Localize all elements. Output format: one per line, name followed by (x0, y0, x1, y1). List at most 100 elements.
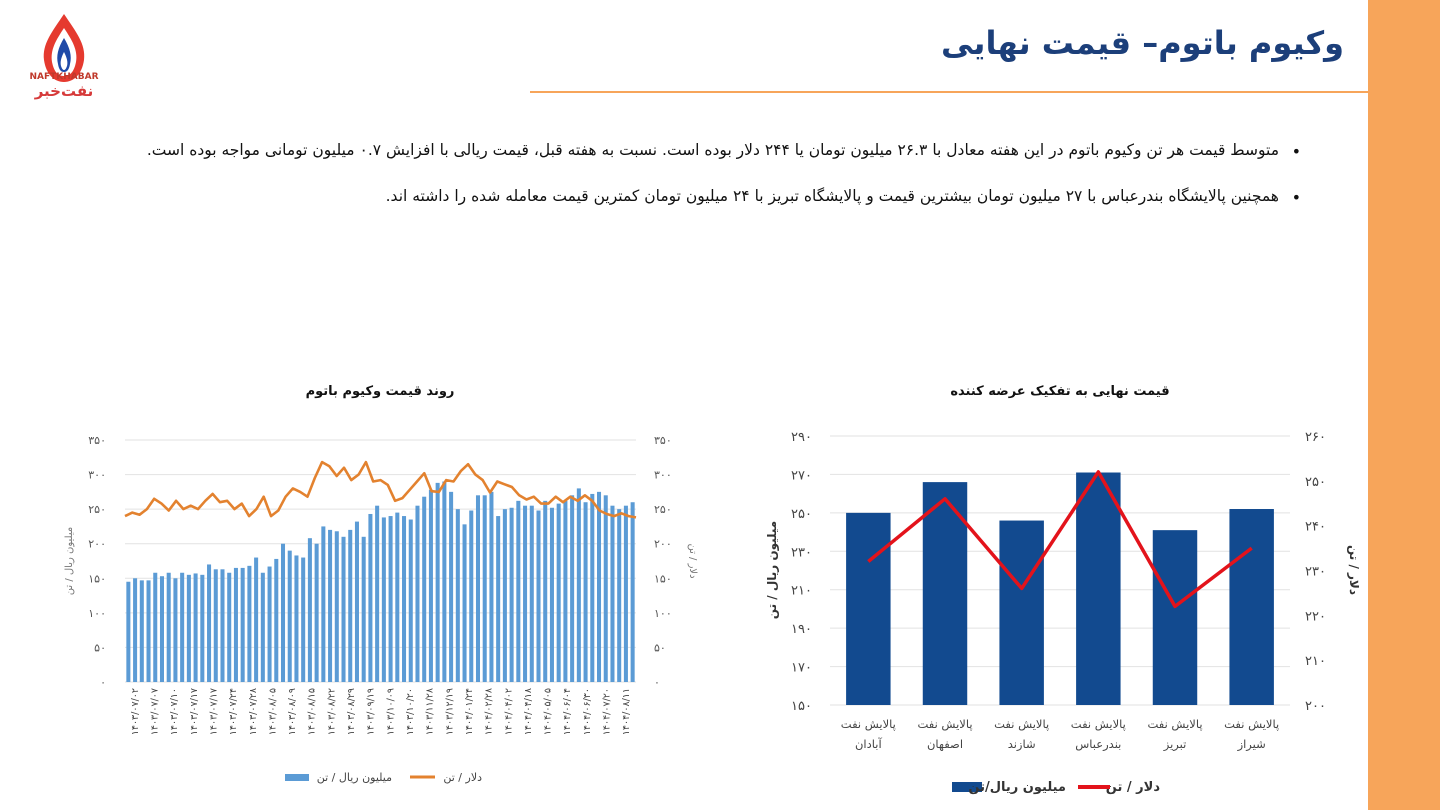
x-tick-label: ۱۴۰۳/۱۰/۲۰ (405, 688, 416, 735)
x-tick-label: ۱۴۰۴/۰۷/۲۰ (602, 688, 613, 735)
trend-bar (301, 557, 306, 682)
page-title: وکیوم باتوم– قیمت نهایی (941, 24, 1344, 62)
x-tick-label: ۱۴۰۴/۰۸/۱۱ (621, 688, 632, 735)
x-tick-label: ۱۴۰۳/۰۸/۲۹ (346, 688, 357, 735)
y2-tick-label: ۲۶۰ (1305, 430, 1326, 445)
legend-swatch-bars (952, 782, 982, 792)
x-category-label-line1: پالایش نفت (917, 717, 972, 732)
x-tick-label: ۱۴۰۳/۱۱/۲۸ (425, 688, 436, 735)
trend-bar (193, 573, 198, 682)
trend-bar (254, 557, 259, 682)
trend-bar (233, 567, 238, 682)
trend-bar (449, 491, 454, 682)
x-category-label-line2: تبریز (1163, 737, 1187, 752)
trend-bar (442, 481, 447, 682)
y-tick-label: ۲۳۰ (791, 545, 812, 560)
trend-bar (133, 578, 138, 682)
x-tick-label: ۱۴۰۴/۰۶/۰۴ (562, 688, 573, 735)
trend-bar (570, 495, 575, 682)
trend-bar (428, 489, 433, 682)
legend-label-line: دلار / تن (443, 771, 482, 784)
trend-bar (597, 491, 602, 682)
trend-bar (180, 572, 185, 682)
trend-bar (469, 510, 474, 682)
x-tick-label: ۱۴۰۳/۱۰/۰۹ (385, 688, 396, 735)
y-tick-label: ۱۵۰ (88, 572, 106, 585)
trend-bar (623, 505, 628, 682)
x-tick-label: ۱۴۰۴/۰۵/۰۵ (543, 688, 554, 735)
y-tick-label: ۲۵۰ (88, 503, 106, 516)
trend-bar (267, 566, 272, 682)
trend-bar (395, 512, 400, 682)
x-tick-label: ۱۴۰۳/۰۷/۱۰ (169, 688, 180, 735)
trend-bar (126, 581, 131, 682)
y2-tick-label: ۲۵۰ (654, 503, 672, 516)
x-tick-label: ۱۴۰۳/۰۹/۱۹ (366, 688, 377, 735)
y2-tick-label: ۵۰ (654, 641, 666, 654)
legend-label-bars: میلیون ریال / تن (317, 771, 392, 784)
x-tick-label: ۱۴۰۴/۰۶/۳۰ (582, 688, 593, 735)
x-category-label-line2: آبادان (855, 737, 882, 751)
trend-bar (294, 555, 299, 682)
trend-bar (159, 576, 164, 682)
supplier-bar (1076, 472, 1121, 705)
supplier-bar (999, 520, 1044, 705)
x-tick-label: ۱۴۰۳/۰۷/۲۸ (248, 688, 259, 735)
trend-bar (516, 500, 521, 682)
trend-bar (529, 505, 534, 682)
x-tick-label: ۱۴۰۳/۰۸/۲۲ (326, 688, 337, 735)
trend-bar (173, 578, 178, 682)
trend-bar (287, 550, 292, 682)
trend-bar (617, 509, 622, 682)
trend-bar (213, 569, 218, 682)
title-divider (530, 91, 1368, 93)
supplier-chart-title: قیمت نهایی به تفکیک عرضه کننده (950, 384, 1170, 399)
y2-tick-label: ۲۰۰ (1305, 699, 1326, 714)
x-tick-label: ۱۴۰۳/۰۸/۰۵ (267, 688, 278, 735)
trend-bar (402, 516, 407, 682)
trend-bar (260, 572, 265, 682)
y2-tick-label: ۲۱۰ (1305, 654, 1326, 669)
trend-bar (166, 572, 171, 682)
logo-text-en: NAFTKHABAR (29, 72, 99, 82)
x-category-label-line1: پالایش نفت (1071, 717, 1126, 732)
trend-bar (630, 502, 635, 682)
trend-bar (348, 529, 353, 682)
y2-tick-label: ۱۰۰ (654, 607, 672, 620)
y-tick-label: ۳۵۰ (88, 434, 106, 447)
x-tick-label: ۱۴۰۳/۰۷/۰۲ (130, 688, 141, 735)
y2-tick-label: ۳۵۰ (654, 434, 672, 447)
trend-bar (200, 574, 205, 682)
y2-tick-label: ۰ (654, 676, 660, 689)
legend-label-line: دلار / تن (1106, 780, 1161, 795)
y2-axis-label: دلار / تن (1347, 545, 1361, 595)
trend-bar (462, 524, 467, 682)
trend-bar (240, 567, 245, 682)
y2-tick-label: ۲۵۰ (1305, 475, 1326, 490)
legend-label-bars: میلیون ریال/تن (968, 780, 1066, 795)
y-tick-label: ۲۰۰ (88, 538, 106, 551)
trend-bar (186, 574, 191, 682)
y-tick-label: ۱۰۰ (88, 607, 106, 620)
y-tick-label: ۵۰ (94, 641, 106, 654)
trend-bar (314, 543, 319, 682)
trend-bar (207, 564, 212, 682)
y-tick-label: ۲۱۰ (791, 584, 812, 599)
trend-bar (280, 543, 286, 682)
trend-bar (334, 531, 339, 682)
trend-bar (509, 507, 514, 682)
legend-swatch-bars (285, 774, 309, 781)
trend-chart-title: روند قیمت وکیوم باتوم (305, 384, 455, 399)
x-category-label-line2: اصفهان (927, 737, 963, 751)
trend-bar (368, 513, 373, 682)
trend-bar (556, 503, 561, 682)
x-category-label-line2: بندرعباس (1075, 737, 1121, 752)
y2-tick-label: ۳۰۰ (654, 469, 672, 482)
x-category-label-line1: پالایش نفت (841, 717, 896, 732)
trend-bar (146, 580, 151, 682)
x-tick-label: ۱۴۰۴/۰۱/۲۴ (464, 688, 475, 735)
trend-bar (415, 505, 420, 682)
x-tick-label: ۱۴۰۳/۰۸/۰۹ (287, 688, 298, 735)
trend-bar (482, 495, 487, 682)
trend-bar (496, 516, 501, 682)
